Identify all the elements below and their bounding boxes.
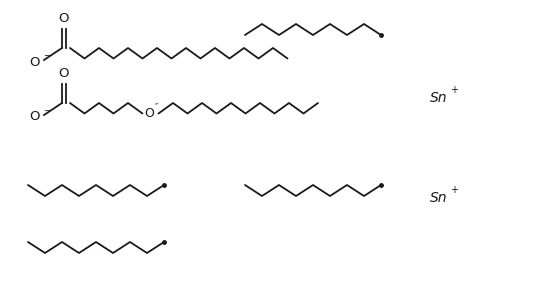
Text: +: + — [450, 185, 458, 195]
Text: O: O — [58, 12, 69, 25]
Text: −: − — [43, 50, 50, 60]
Text: O: O — [29, 55, 40, 69]
Text: −: − — [43, 105, 50, 114]
Text: Sn: Sn — [430, 191, 448, 205]
Text: +: + — [450, 85, 458, 95]
Text: ″: ″ — [155, 102, 158, 111]
Text: Sn: Sn — [430, 91, 448, 105]
Text: O: O — [29, 111, 40, 123]
Text: O: O — [145, 107, 155, 120]
Text: O: O — [58, 67, 69, 80]
